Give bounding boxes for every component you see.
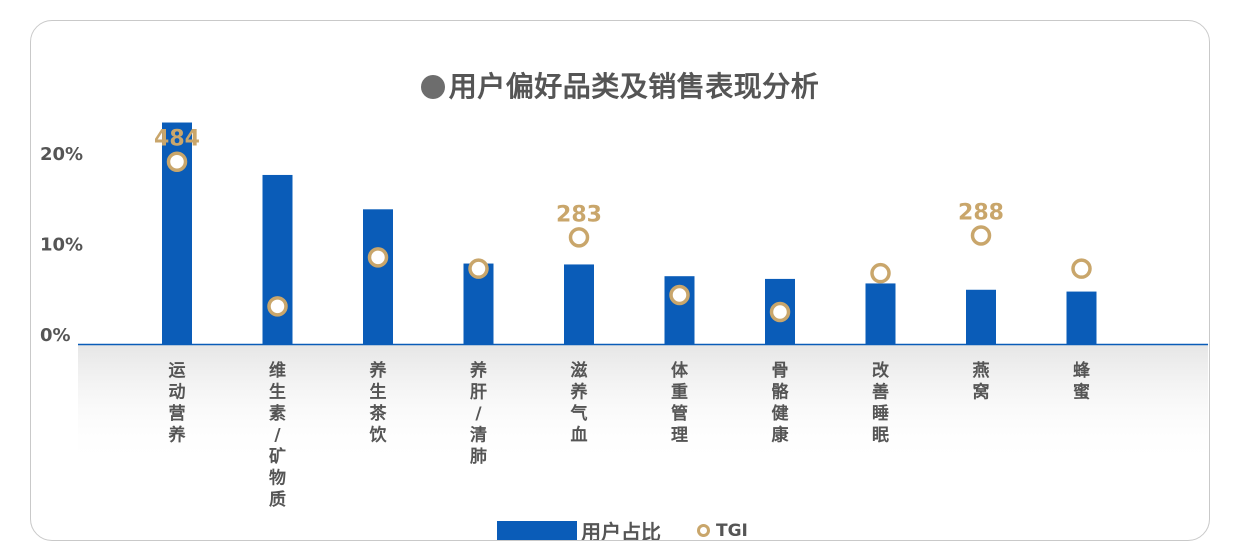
bar — [966, 289, 996, 344]
tgi-point — [1071, 258, 1092, 279]
legend: 用户占比 TGI — [497, 516, 748, 541]
x-category-label: 运动营养 — [168, 361, 187, 446]
floor-gradient — [78, 345, 1208, 465]
x-category-label: 养肝/清肺 — [469, 360, 488, 467]
bar — [1066, 291, 1097, 344]
tgi-data-label: 283 — [556, 202, 602, 227]
x-category-label: 滋养气血 — [570, 360, 589, 446]
tgi-point — [970, 225, 992, 246]
legend-tgi-label: TGI — [716, 520, 748, 541]
tgi-point — [669, 284, 690, 306]
y-tick-label: 0% — [40, 325, 71, 346]
x-category-label: 改善睡眠 — [872, 360, 890, 446]
x-category-label: 维生素/矿物质 — [269, 360, 286, 510]
tgi-point — [166, 151, 188, 172]
tgi-data-label: 288 — [958, 201, 1004, 226]
x-category-label: 蜂蜜 — [1073, 360, 1091, 403]
bar — [564, 264, 594, 344]
bar — [262, 174, 293, 344]
x-category-label: 燕窝 — [973, 360, 990, 403]
title-bullet-icon — [420, 75, 445, 99]
x-category-label: 体重管理 — [671, 360, 689, 446]
tgi-point — [769, 301, 791, 323]
legend-tgi-marker-icon — [697, 524, 710, 537]
chart-title: 用户偏好品类及销售表现分析 — [31, 65, 1209, 105]
x-category-label: 养生茶饮 — [369, 360, 388, 446]
legend-bar-swatch — [497, 520, 577, 540]
tgi-point — [870, 262, 891, 284]
bar — [363, 209, 393, 344]
y-tick-label: 10% — [40, 235, 83, 256]
tgi-point — [468, 258, 489, 279]
legend-bar-label: 用户占比 — [581, 520, 661, 541]
y-tick-label: 20% — [40, 144, 83, 165]
tgi-point — [367, 247, 389, 268]
bar — [865, 283, 896, 344]
x-category-label: 骨骼健康 — [772, 361, 790, 446]
tgi-point — [568, 227, 590, 248]
tgi-point — [267, 296, 288, 317]
tgi-data-label: 484 — [154, 127, 200, 152]
